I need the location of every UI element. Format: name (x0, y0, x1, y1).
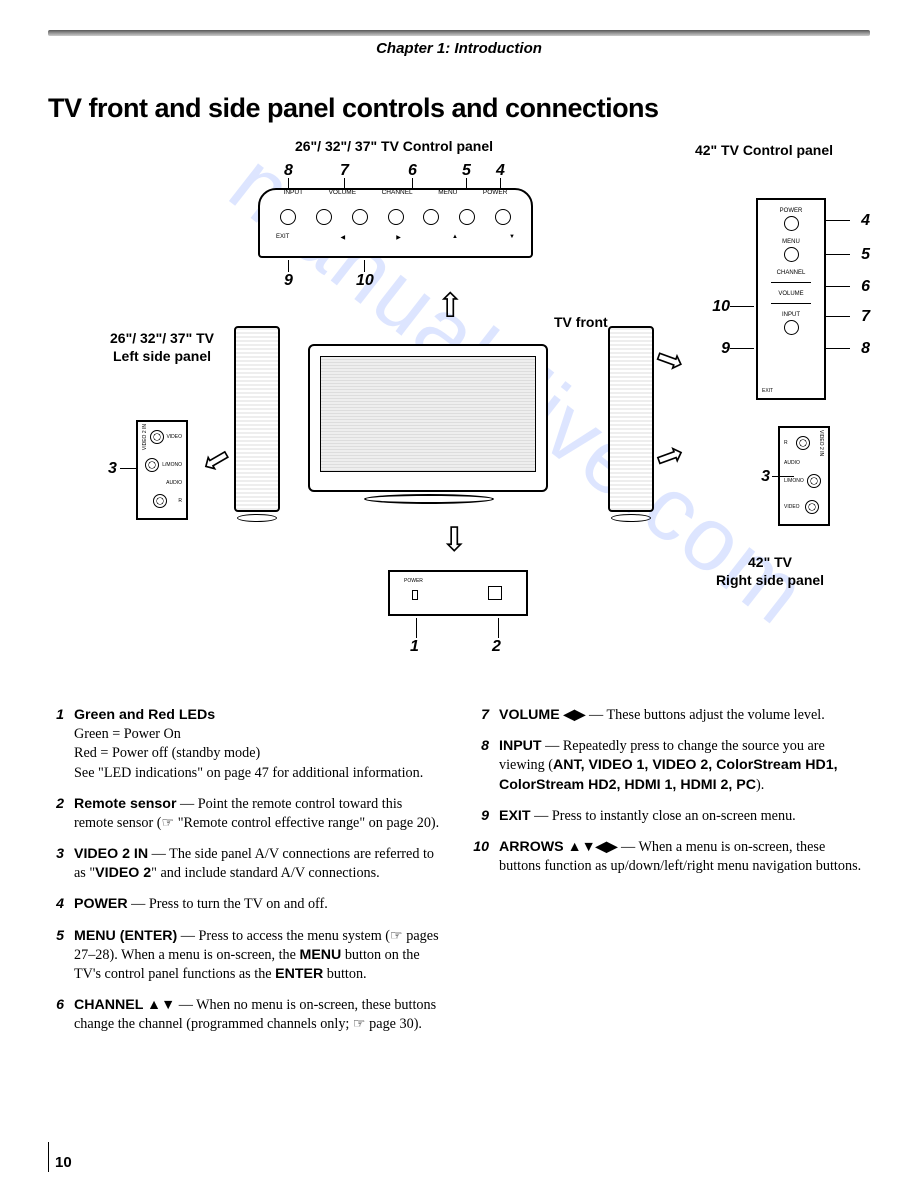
callout-r8: 8 (861, 340, 870, 358)
lbl-r-input: INPUT (782, 312, 800, 318)
ctrl-power-button (495, 209, 511, 225)
control-panel-top-labels: INPUT VOLUME CHANNEL MENU POWER (258, 189, 533, 196)
arrow-down-to-front: ⇩ (440, 520, 469, 560)
item-9: 9 EXIT — Press to instantly close an on-… (473, 807, 870, 826)
ctrl-menu-button (459, 209, 475, 225)
lbl-r-power: POWER (780, 208, 803, 214)
arrow-to-left-av: ⇦ (194, 436, 239, 485)
callout-r5: 5 (861, 246, 870, 264)
tv-right-profile (608, 326, 654, 536)
callout-b1: 1 (410, 638, 419, 656)
lbl-audio-r: AUDIO (784, 460, 800, 466)
lbl-menu: MENU (438, 189, 457, 196)
label-small-panel: 26"/ 32"/ 37" TV Control panel (244, 138, 544, 156)
item-7: 7 VOLUME ◀▶ — These buttons adjust the v… (473, 706, 870, 725)
lbl-audio-l: AUDIO (166, 480, 182, 486)
arrow-right-icon: ▶ (396, 234, 401, 241)
lbl-video-l: VIDEO (166, 434, 182, 440)
numbered-list: 1 Green and Red LEDs Green = Power On Re… (48, 706, 870, 1046)
lbl-power: POWER (483, 189, 508, 196)
page-number: 10 (48, 1142, 72, 1172)
arrow-to-right-panel: ⇨ (650, 336, 690, 383)
header-rule (48, 30, 870, 36)
lbl-lmono-l: L/MONO (162, 462, 182, 468)
lbl-video-r: VIDEO (784, 504, 800, 510)
lbl-front-power: POWER (404, 578, 423, 584)
btn-r-input (784, 320, 799, 335)
arrow-up-to-top: ⇧ (436, 286, 465, 326)
callout-r4: 4 (861, 212, 870, 230)
lbl-r-menu: MENU (782, 239, 800, 245)
label-left-side: 26"/ 32"/ 37" TV Left side panel (90, 330, 234, 365)
label-42-panel: 42" TV Control panel (674, 142, 854, 160)
control-panel-42: POWER MENU CHANNEL VOLUME INPUT EXIT (756, 198, 826, 400)
led-icon (412, 590, 418, 600)
item-8: 8 INPUT — Repeatedly press to change the… (473, 737, 870, 795)
callout-9: 9 (284, 272, 293, 290)
col-right: 7 VOLUME ◀▶ — These buttons adjust the v… (473, 706, 870, 1046)
callout-right3: 3 (761, 468, 770, 486)
lbl-r-exit: EXIT (762, 388, 773, 394)
callout-r10: 10 (712, 298, 730, 316)
control-panel-top: EXIT ◀ ▶ ▲ ▼ (258, 188, 533, 258)
item-10: 10 ARROWS ▲▼◀▶ — When a menu is on-scree… (473, 838, 870, 876)
lbl-volume: VOLUME (329, 189, 356, 196)
lbl-channel: CHANNEL (382, 189, 413, 196)
callout-r9: 9 (721, 340, 730, 358)
label-right-side: 42" TV Right side panel (690, 554, 850, 589)
arrow-to-right-av: ⇨ (650, 432, 690, 479)
label-tv-front: TV front (554, 314, 608, 332)
av-panel-left: VIDEO 2 IN VIDEO L/MONO AUDIO R (136, 420, 188, 520)
arrow-left-icon: ◀ (340, 234, 345, 241)
item-3: 3 VIDEO 2 IN — The side panel A/V connec… (48, 845, 445, 883)
btn-r-menu (784, 247, 799, 262)
callout-r7: 7 (861, 308, 870, 326)
page-title: TV front and side panel controls and con… (48, 93, 870, 124)
item-2: 2 Remote sensor — Point the remote contr… (48, 795, 445, 833)
ctrl-channel-down (388, 209, 404, 225)
lbl-r-volume: VOLUME (778, 291, 803, 297)
ctrl-input-button (280, 209, 296, 225)
lbl-exit-icon: EXIT (276, 234, 289, 241)
ctrl-channel-up (423, 209, 439, 225)
lbl-r-rr: R (784, 440, 788, 446)
ctrl-volume-up (352, 209, 368, 225)
arrow-up-icon: ▲ (452, 234, 458, 241)
lbl-lmono-r: L/MONO (784, 478, 804, 484)
chapter-label: Chapter 1: Introduction (48, 40, 870, 57)
lbl-video2in-r: VIDEO 2 IN (818, 430, 824, 456)
item-5: 5 MENU (ENTER) — Press to access the men… (48, 927, 445, 985)
lbl-input: INPUT (284, 189, 304, 196)
item-6: 6 CHANNEL ▲▼ — When no menu is on-screen… (48, 996, 445, 1034)
tv-front-illustration (308, 344, 550, 510)
callout-b2: 2 (492, 638, 501, 656)
remote-sensor-icon (488, 586, 502, 600)
front-strip: POWER (388, 570, 528, 616)
ctrl-volume-down (316, 209, 332, 225)
callout-10: 10 (356, 272, 374, 290)
item-1: 1 Green and Red LEDs Green = Power On Re… (48, 706, 445, 783)
arrow-down-icon: ▼ (509, 234, 515, 241)
item-4: 4 POWER — Press to turn the TV on and of… (48, 895, 445, 914)
diagram-area: manualslive.com 26"/ 32"/ 37" TV Control… (48, 138, 870, 698)
lbl-r-channel: CHANNEL (777, 270, 806, 276)
btn-r-power (784, 216, 799, 231)
callout-r6: 6 (861, 278, 870, 296)
lbl-r-l: R (178, 498, 182, 504)
callout-left3: 3 (108, 460, 117, 478)
tv-left-profile (234, 326, 280, 536)
lbl-video2in-l: VIDEO 2 IN (142, 424, 148, 450)
col-left: 1 Green and Red LEDs Green = Power On Re… (48, 706, 445, 1046)
